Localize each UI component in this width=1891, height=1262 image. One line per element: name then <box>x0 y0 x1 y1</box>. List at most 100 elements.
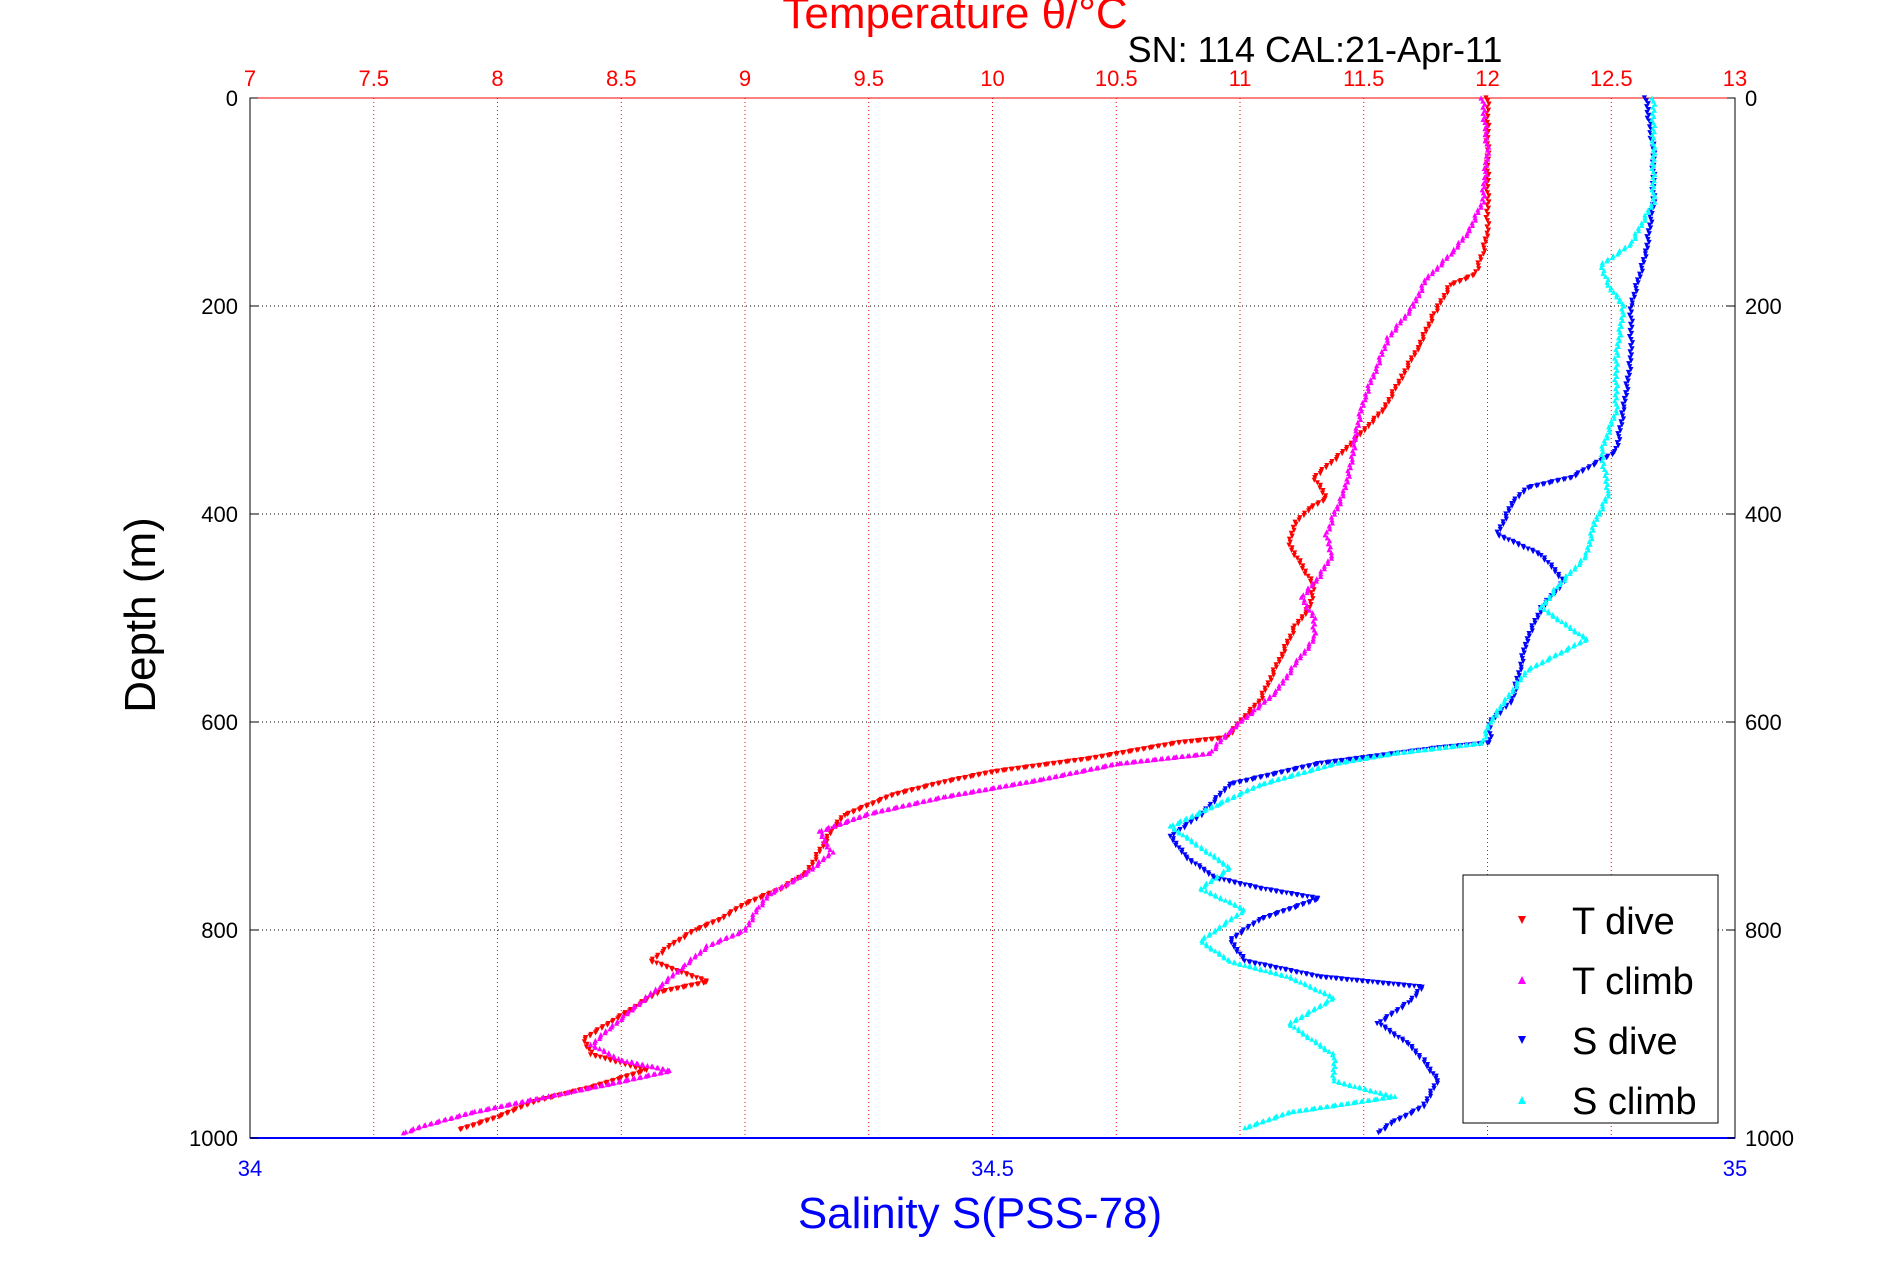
data-point <box>1607 429 1613 435</box>
data-point <box>1231 944 1237 950</box>
data-point <box>1181 739 1188 745</box>
data-point <box>771 889 777 895</box>
y-tick-label-right: 400 <box>1745 502 1782 527</box>
top-tick-label: 11 <box>1229 66 1252 91</box>
data-point <box>1182 816 1188 823</box>
data-point <box>1252 1122 1258 1128</box>
data-point <box>1552 569 1558 575</box>
data-point <box>1533 483 1540 489</box>
data-point <box>1559 618 1565 625</box>
data-point <box>1402 313 1408 319</box>
data-point <box>652 988 658 994</box>
data-point <box>1614 440 1620 446</box>
data-point <box>1292 662 1298 668</box>
data-point <box>1268 969 1274 975</box>
data-point <box>1253 885 1259 891</box>
data-point <box>1438 262 1445 268</box>
data-point <box>1466 228 1473 234</box>
data-point <box>1413 1050 1419 1056</box>
data-point <box>583 1044 589 1050</box>
data-point <box>1635 228 1642 234</box>
data-point <box>1621 312 1627 318</box>
data-point <box>982 771 988 777</box>
data-point <box>1611 415 1617 421</box>
data-point <box>1216 801 1223 807</box>
data-point <box>1422 277 1428 283</box>
data-point <box>889 793 895 799</box>
data-point <box>1071 758 1077 764</box>
data-point <box>1250 922 1256 928</box>
data-point <box>1079 768 1085 774</box>
data-point <box>1506 693 1512 699</box>
data-point <box>1484 141 1490 147</box>
data-point <box>1623 381 1629 387</box>
data-point <box>592 1084 598 1090</box>
data-point <box>758 895 764 901</box>
data-point <box>1264 773 1270 779</box>
data-point <box>1651 184 1657 190</box>
data-point <box>1619 317 1626 324</box>
data-point <box>1309 580 1316 586</box>
data-point <box>571 1088 577 1094</box>
data-point <box>692 954 698 960</box>
data-point <box>1413 993 1419 999</box>
data-point <box>1485 156 1491 162</box>
data-point <box>955 791 961 797</box>
data-point <box>1481 199 1487 205</box>
data-point <box>1594 514 1600 520</box>
data-point <box>1294 555 1300 561</box>
data-point <box>1642 217 1648 223</box>
data-point <box>669 966 675 973</box>
data-point <box>1328 553 1335 559</box>
data-point <box>602 1056 608 1062</box>
data-point <box>1283 973 1290 979</box>
data-point <box>1651 162 1657 168</box>
data-point <box>1363 394 1369 400</box>
data-point <box>1427 746 1434 752</box>
data-point <box>1626 312 1633 318</box>
data-point <box>1384 337 1390 343</box>
data-point <box>1485 725 1491 731</box>
data-point <box>1263 886 1269 893</box>
data-point <box>1386 399 1392 405</box>
data-point <box>715 939 721 945</box>
data-point <box>1496 533 1502 539</box>
data-point <box>735 931 741 937</box>
data-point <box>647 992 653 998</box>
data-point <box>1651 177 1657 184</box>
data-point <box>623 1074 629 1080</box>
data-point <box>1493 710 1500 716</box>
data-point <box>1290 631 1297 637</box>
data-point <box>1388 332 1395 338</box>
data-point <box>1629 297 1635 303</box>
data-point <box>496 1114 502 1120</box>
data-point <box>1300 1031 1306 1037</box>
data-point <box>607 1026 613 1032</box>
data-point <box>1514 684 1520 690</box>
data-point <box>1242 1125 1248 1131</box>
data-point <box>702 923 708 930</box>
chart-subtitle: SN: 114 CAL:21-Apr-11 <box>1128 29 1503 70</box>
data-point <box>1518 653 1525 659</box>
data-point <box>1326 547 1332 553</box>
data-point <box>1362 755 1368 761</box>
data-point <box>1247 964 1253 970</box>
data-point <box>1373 365 1379 371</box>
data-point <box>1429 319 1435 325</box>
data-point <box>1289 891 1295 897</box>
data-point <box>1552 653 1558 659</box>
data-point <box>1582 637 1588 643</box>
data-point <box>1233 934 1239 940</box>
data-point <box>1621 246 1627 252</box>
legend-marker <box>1518 1036 1526 1044</box>
data-point <box>1307 768 1313 774</box>
data-point <box>1611 412 1617 419</box>
data-point <box>599 1025 605 1031</box>
data-point <box>1419 282 1425 288</box>
data-point <box>1349 456 1355 462</box>
data-point <box>1389 394 1395 400</box>
data-point <box>1639 220 1645 226</box>
data-point <box>1382 1017 1388 1023</box>
data-point <box>1301 769 1307 775</box>
data-point <box>1287 633 1293 639</box>
